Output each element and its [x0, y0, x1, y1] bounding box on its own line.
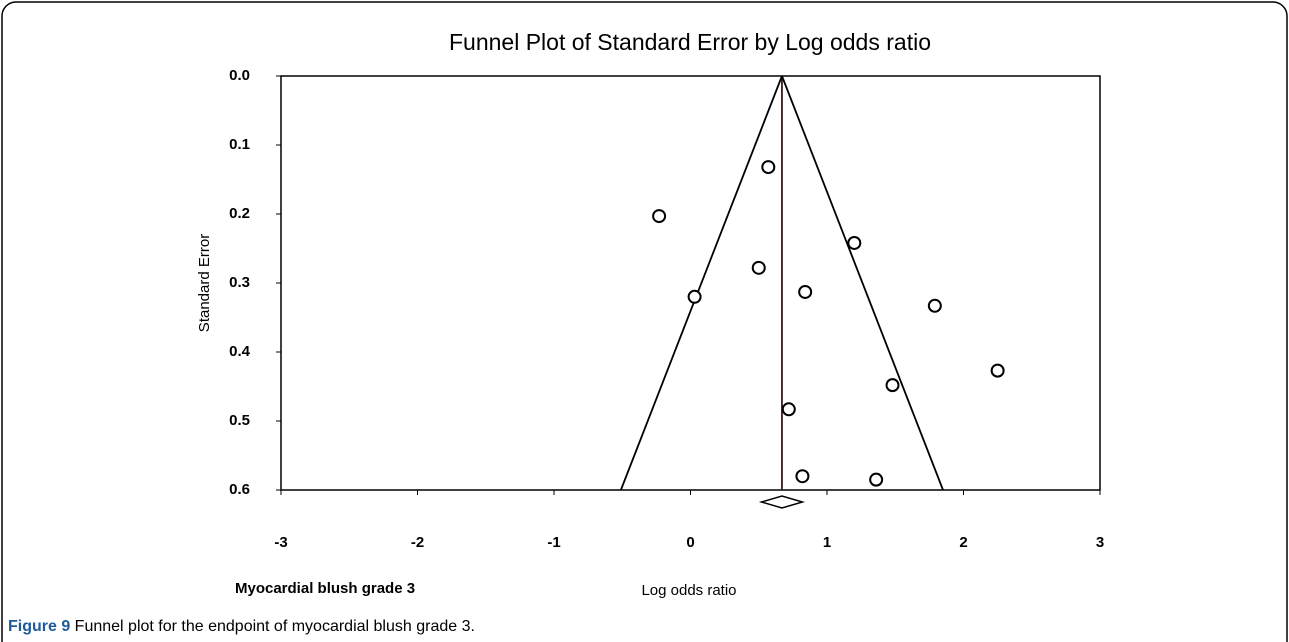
study-point	[751, 260, 766, 275]
summary-diamond	[758, 495, 806, 509]
caption: Figure 9 Funnel plot for the endpoint of…	[8, 618, 475, 635]
caption-text: Funnel plot for the endpoint of myocardi…	[70, 618, 475, 635]
y-tick-label: 0.1	[229, 136, 250, 153]
x-tick-label: 0	[686, 534, 694, 551]
x-tick-label: -1	[547, 534, 560, 551]
funnel-line	[781, 75, 944, 491]
study-point	[885, 378, 900, 393]
y-axis-label: Standard Error	[196, 234, 213, 332]
study-point	[927, 298, 942, 313]
x-tick-label: -2	[411, 534, 424, 551]
x-tick-label: 3	[1096, 534, 1104, 551]
study-point	[781, 402, 796, 417]
y-tick-label: 0.2	[229, 205, 250, 222]
plot-frame	[280, 75, 1101, 491]
x-tick-label: 2	[959, 534, 967, 551]
annotation: Myocardial blush grade 3	[235, 580, 415, 597]
study-point	[687, 289, 702, 304]
y-tick-label: 0.0	[229, 67, 250, 84]
x-tick-label: -3	[274, 534, 287, 551]
y-tick-label: 0.6	[229, 481, 250, 498]
y-tick-label: 0.5	[229, 412, 250, 429]
study-point	[798, 284, 813, 299]
y-tick-label: 0.3	[229, 274, 250, 291]
caption-label: Figure 9	[8, 618, 70, 635]
study-point	[847, 235, 862, 250]
study-point	[795, 469, 810, 484]
study-point	[761, 160, 776, 175]
study-point	[652, 209, 667, 224]
chart-title: Funnel Plot of Standard Error by Log odd…	[449, 29, 931, 55]
study-point	[990, 363, 1005, 378]
x-tick-label: 1	[823, 534, 831, 551]
funnel-line	[620, 75, 783, 491]
y-tick-label: 0.4	[229, 343, 251, 360]
x-axis-label: Log odds ratio	[641, 582, 736, 599]
study-point	[869, 472, 884, 487]
